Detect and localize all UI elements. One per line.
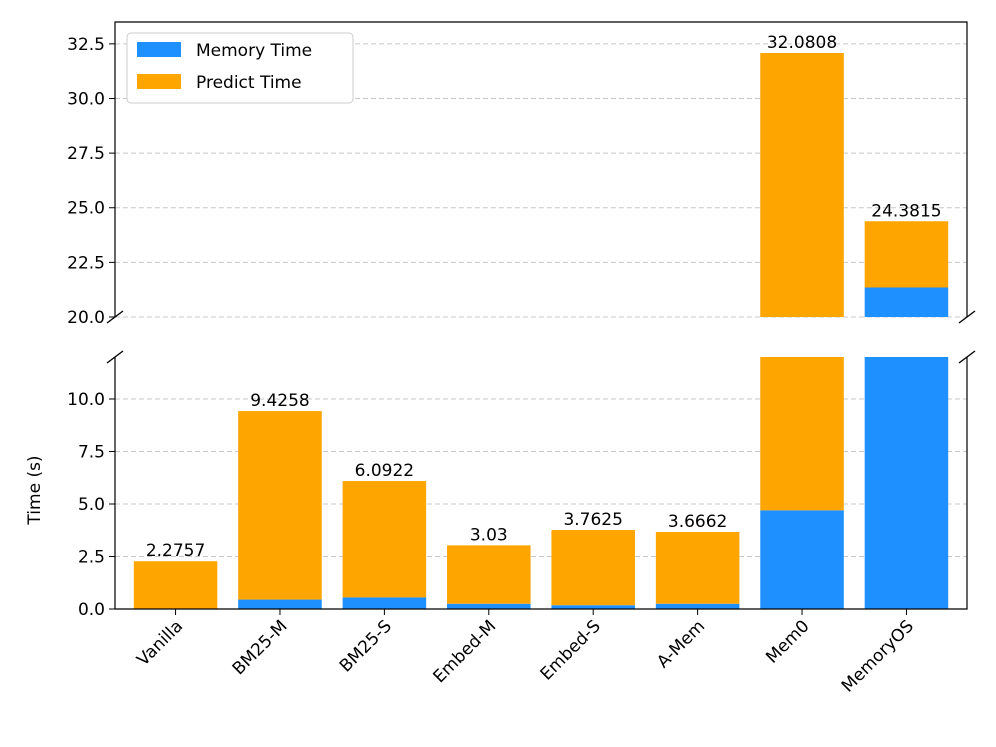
bar-memory-time	[864, 287, 949, 317]
lower-axes-spine	[114, 357, 968, 610]
axis-break-mark	[958, 310, 976, 324]
bar-total-label: 2.2757	[146, 541, 205, 561]
bar-predict-time	[760, 357, 844, 511]
legend-swatch	[137, 42, 181, 57]
bar-predict-time	[551, 529, 635, 606]
bar-memory-time	[447, 603, 531, 609]
bar-memory-time	[551, 605, 635, 609]
y-axis-label: Time (s)	[25, 455, 45, 525]
bar-total-label: 9.4258	[250, 391, 309, 411]
x-tick-label: Embed-S	[537, 616, 605, 684]
x-tick-label: A-Mem	[653, 616, 709, 672]
y-tick-label: 32.5	[67, 35, 105, 55]
legend-label: Predict Time	[196, 73, 302, 93]
y-tick-label: 25.0	[67, 199, 105, 219]
bar-predict-time	[655, 532, 740, 604]
y-tick-label: 27.5	[67, 144, 105, 164]
x-tick-label: BM25-M	[229, 616, 292, 679]
bar-memory-time	[238, 599, 322, 609]
bar-memory-time	[760, 510, 844, 609]
x-tick-label: BM25-S	[336, 616, 396, 676]
y-tick-label: 0.0	[78, 600, 105, 620]
bar-total-label: 3.6662	[668, 512, 727, 532]
bar-total-label: 3.03	[470, 525, 508, 545]
bar-memory-time	[655, 603, 740, 609]
bar-predict-time	[133, 561, 218, 609]
x-tick-label: Vanilla	[133, 616, 187, 670]
axis-break-mark	[106, 310, 124, 324]
bar-total-label: 32.0808	[767, 33, 837, 53]
upper-axes-spine	[114, 21, 968, 317]
bar-memory-time	[864, 357, 949, 609]
y-tick-label: 7.5	[78, 443, 105, 463]
axes	[106, 21, 976, 615]
legend-swatch	[137, 74, 181, 89]
bar-total-label: 24.3815	[871, 201, 941, 221]
axis-break-mark	[106, 350, 124, 364]
x-tick-label: MemoryOS	[838, 616, 918, 696]
x-tick-label: Mem0	[762, 616, 813, 667]
legend-box	[126, 32, 354, 104]
bar-predict-time	[238, 411, 322, 600]
y-tick-label: 5.0	[78, 495, 105, 515]
bar-predict-time	[447, 545, 531, 604]
y-tick-label: 10.0	[67, 390, 105, 410]
legend-label: Memory Time	[196, 41, 312, 61]
bar-predict-time	[864, 221, 949, 288]
axis-break-mark	[958, 350, 976, 364]
bars	[133, 53, 949, 609]
bar-total-label: 3.7625	[563, 510, 622, 530]
bar-predict-time	[342, 481, 427, 598]
y-tick-label: 22.5	[67, 253, 105, 273]
y-tick-label: 30.0	[67, 89, 105, 109]
x-tick-label: Embed-M	[430, 616, 501, 687]
bar-total-label: 6.0922	[355, 461, 414, 481]
bar-predict-time	[760, 53, 844, 318]
legend: Memory Time Predict Time	[126, 32, 354, 104]
y-tick-label: 20.0	[67, 308, 105, 328]
bar-memory-time	[342, 597, 427, 609]
y-tick-label: 2.5	[78, 548, 105, 568]
